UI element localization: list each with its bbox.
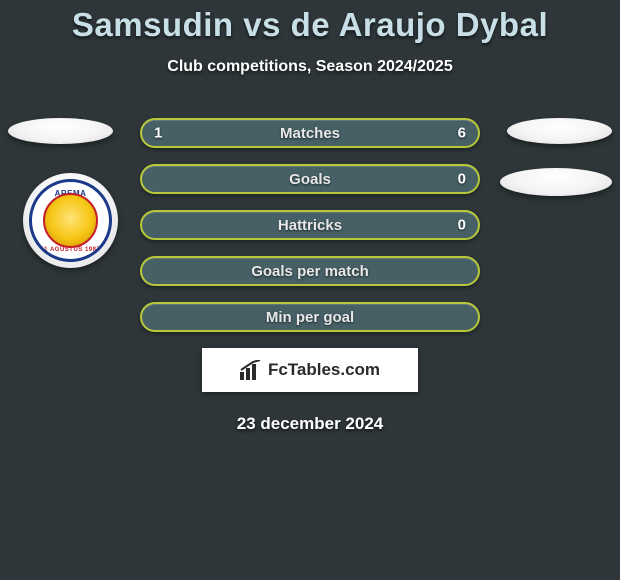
stat-bars: 1 Matches 6 Goals 0 Hattricks 0 Goals per match… xyxy=(140,118,480,332)
stat-bar: Goals 0 xyxy=(140,164,480,194)
stat-bar: Hattricks 0 xyxy=(140,210,480,240)
badge-ring: AREMA 11 AGUSTUS 1987 xyxy=(29,179,112,262)
stat-label: Min per goal xyxy=(266,309,354,326)
badge-lion-icon xyxy=(43,193,98,248)
player-left-flag xyxy=(8,118,113,144)
player-left-club-badge: AREMA 11 AGUSTUS 1987 xyxy=(23,173,118,268)
player-right-club-badge xyxy=(500,168,612,196)
stat-right-value: 0 xyxy=(458,171,466,188)
stat-label: Matches xyxy=(280,125,340,142)
stat-label: Hattricks xyxy=(278,217,342,234)
player-right-flag xyxy=(507,118,612,144)
badge-bottom-text: 11 AGUSTUS 1987 xyxy=(32,247,109,253)
stat-label: Goals per match xyxy=(251,263,369,280)
stat-left-value: 1 xyxy=(154,125,162,142)
date-label: 23 december 2024 xyxy=(0,414,620,434)
stat-right-value: 6 xyxy=(458,125,466,142)
chart-icon xyxy=(240,360,262,380)
stat-bar: 1 Matches 6 xyxy=(140,118,480,148)
page-title: Samsudin vs de Araujo Dybal xyxy=(0,0,620,44)
stat-right-value: 0 xyxy=(458,217,466,234)
attribution-box: FcTables.com xyxy=(202,348,418,392)
stat-label: Goals xyxy=(289,171,331,188)
stat-bar: Goals per match xyxy=(140,256,480,286)
comparison-stage: AREMA 11 AGUSTUS 1987 1Matches6Goals0Hat… xyxy=(0,118,620,434)
stat-bar: Min per goal xyxy=(140,302,480,332)
attribution-text: FcTables.com xyxy=(268,360,380,380)
subtitle: Club competitions, Season 2024/2025 xyxy=(0,58,620,76)
